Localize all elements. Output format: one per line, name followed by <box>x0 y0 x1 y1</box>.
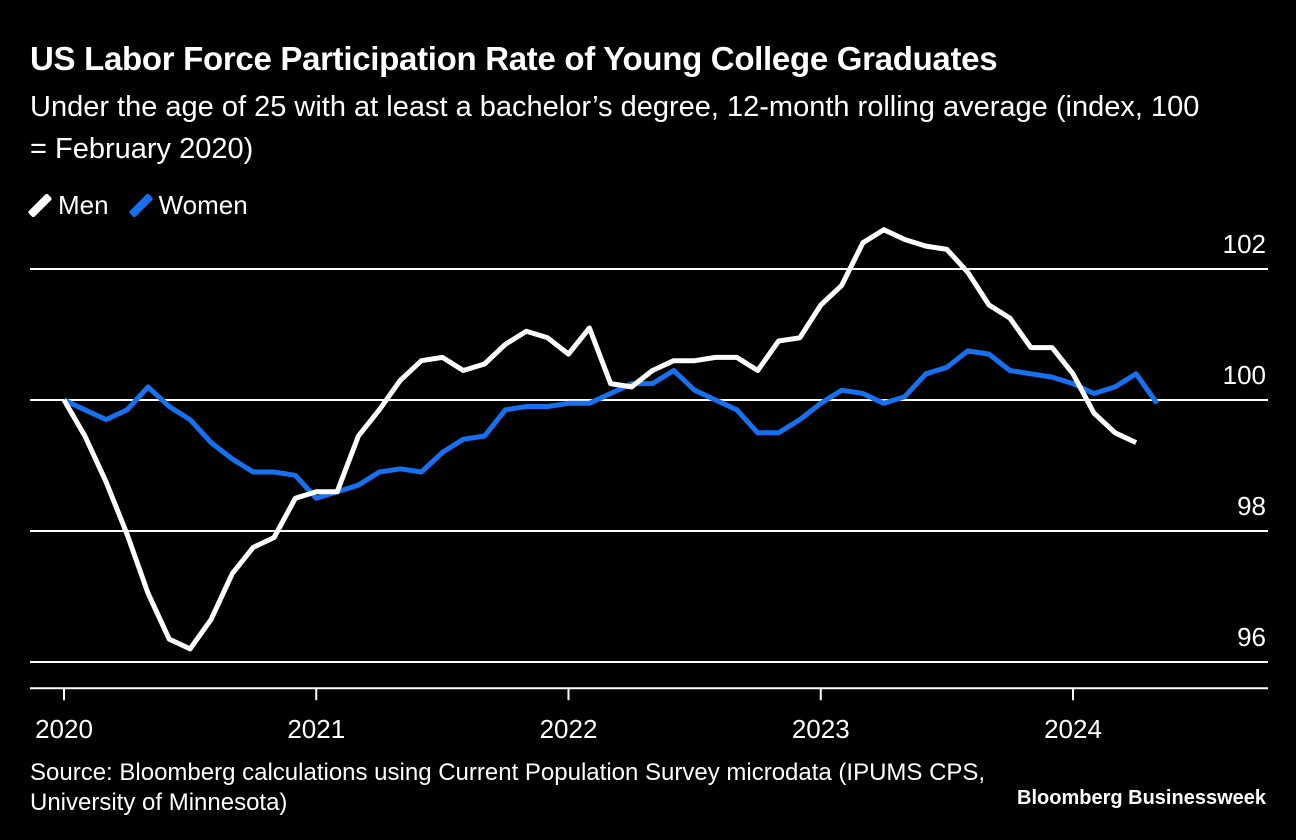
series-line-women <box>62 348 1160 501</box>
x-tick-label-2021: 2021 <box>287 714 345 744</box>
chart-title: US Labor Force Participation Rate of You… <box>30 40 998 77</box>
x-tick-label-2023: 2023 <box>792 714 850 744</box>
legend-label-women: Women <box>158 190 248 220</box>
brand-logo: Bloomberg Businessweek <box>1017 787 1266 809</box>
x-tick-label-2022: 2022 <box>540 714 598 744</box>
source-note: Source: Bloomberg calculations using Cur… <box>30 759 986 816</box>
legend-item-women: Women <box>128 190 248 221</box>
y-tick-label-100: 100 <box>1223 360 1266 390</box>
legend-label-men: Men <box>58 190 109 220</box>
x-tick-label-2020: 2020 <box>35 714 93 744</box>
series-line-men <box>61 227 1138 652</box>
y-tick-label-98: 98 <box>1237 491 1266 521</box>
chart-subtitle: Under the age of 25 with at least a bach… <box>30 91 1200 165</box>
chart-legend: Men Women <box>27 190 270 221</box>
x-tick-label-2024: 2024 <box>1044 714 1102 744</box>
legend-item-men: Men <box>27 190 109 221</box>
y-tick-label-96: 96 <box>1237 622 1266 652</box>
y-tick-label-102: 102 <box>1223 229 1266 259</box>
